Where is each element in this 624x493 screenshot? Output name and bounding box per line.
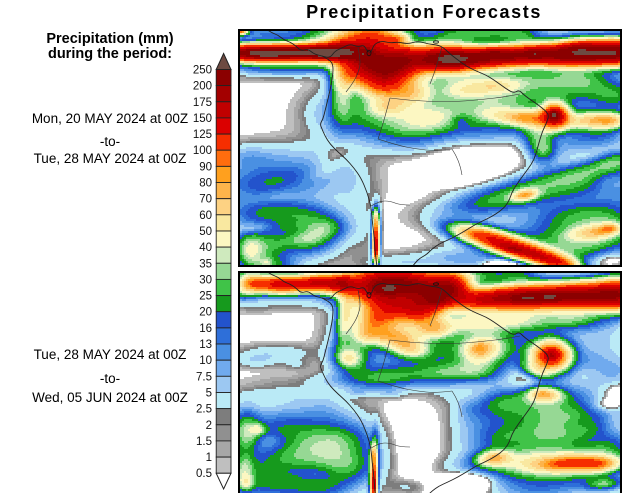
svg-text:30: 30 xyxy=(199,274,212,286)
svg-text:20: 20 xyxy=(199,307,212,319)
svg-text:16: 16 xyxy=(199,323,212,335)
svg-text:1: 1 xyxy=(206,452,212,464)
svg-text:250: 250 xyxy=(193,65,212,77)
svg-text:35: 35 xyxy=(199,258,212,270)
svg-text:1.5: 1.5 xyxy=(196,436,212,448)
svg-text:40: 40 xyxy=(199,242,212,254)
svg-text:13: 13 xyxy=(199,339,212,351)
svg-text:80: 80 xyxy=(199,178,212,190)
svg-text:90: 90 xyxy=(199,161,212,173)
svg-text:50: 50 xyxy=(199,226,212,238)
svg-text:100: 100 xyxy=(193,145,212,157)
svg-text:125: 125 xyxy=(193,129,212,141)
svg-text:0.5: 0.5 xyxy=(196,468,212,480)
svg-text:200: 200 xyxy=(193,81,212,93)
svg-text:70: 70 xyxy=(199,194,212,206)
svg-text:25: 25 xyxy=(199,291,212,303)
svg-text:5: 5 xyxy=(206,388,212,400)
svg-text:2.5: 2.5 xyxy=(196,404,212,416)
svg-text:60: 60 xyxy=(199,210,212,222)
svg-text:2: 2 xyxy=(206,420,212,432)
svg-text:150: 150 xyxy=(193,113,212,125)
svg-text:7.5: 7.5 xyxy=(196,371,212,383)
svg-text:175: 175 xyxy=(193,97,212,109)
svg-text:10: 10 xyxy=(199,355,212,367)
